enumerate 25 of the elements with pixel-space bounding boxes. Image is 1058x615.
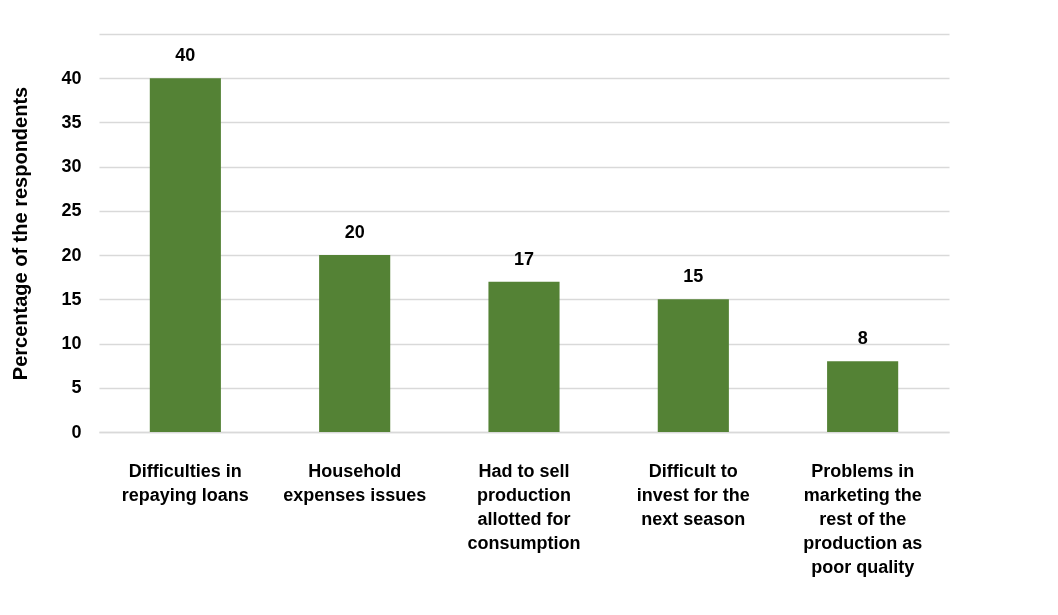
x-tick-label: Household expenses issues xyxy=(283,460,427,505)
y-tick-label: 5 xyxy=(71,377,82,398)
x-tick-label: Difficulties in repaying loans xyxy=(121,460,249,505)
y-tick-label: 35 xyxy=(61,111,82,132)
bar xyxy=(488,281,560,432)
bar xyxy=(149,78,221,432)
data-label: 15 xyxy=(683,266,704,287)
y-tick-label: 0 xyxy=(71,421,82,442)
y-axis-title: Percentage of the respondents xyxy=(9,86,32,381)
y-tick-label: 40 xyxy=(61,67,82,88)
y-tick-label: 25 xyxy=(61,200,82,221)
data-label: 8 xyxy=(857,328,868,349)
data-label: 20 xyxy=(344,222,365,243)
bar xyxy=(319,255,391,432)
y-tick-label: 15 xyxy=(61,288,82,309)
data-label: 40 xyxy=(175,45,196,66)
data-label: 17 xyxy=(513,248,535,269)
x-tick-label: Had to sell production allotted for consumption xyxy=(467,460,581,553)
bar xyxy=(657,299,729,432)
x-tick-label: Problems in marketing the rest of the production as poor quality xyxy=(803,460,923,577)
y-tick-label: 30 xyxy=(61,156,82,177)
y-tick-label: 20 xyxy=(61,244,82,265)
bar xyxy=(827,361,899,432)
y-tick-label: 10 xyxy=(61,333,82,354)
x-tick-label: Difficult to invest for the next season xyxy=(636,460,750,529)
